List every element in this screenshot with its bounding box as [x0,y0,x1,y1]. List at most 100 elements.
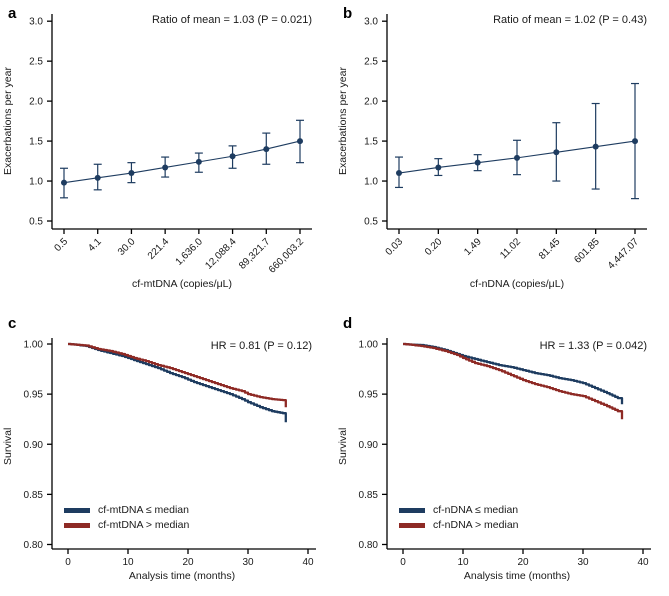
data-point [162,164,169,171]
x-tick-label: 40 [637,557,649,568]
y-tick-label: 0.90 [24,440,44,451]
panel-c: 0.80 0.85 0.90 0.95 1.00 0 10 20 30 40 c HR = 0.8… [0,298,334,596]
y-tick-label: 0.80 [359,540,379,551]
annotation-c: HR = 0.81 (P = 0.12) [210,340,312,352]
x-tick-label: 0.03 [384,236,406,258]
y-tick-label: 0.5 [364,217,378,228]
data-point [514,154,520,161]
y-axis-title-c: Survival [2,427,14,465]
y-tick-label: 0.85 [359,490,379,501]
km-curve-low-group [68,342,287,423]
y-tick-label: 1.0 [364,177,378,188]
annotation-a: Ratio of mean = 1.03 (P = 0.021) [151,14,312,26]
legend-label: cf-mtDNA > median [98,519,190,531]
y-axis-title-b: Exacerbations per year [337,67,349,176]
data-point [195,158,202,165]
x-tick-label: 0 [65,557,71,568]
error-bars [60,119,304,199]
y-tick-label: 1.00 [24,340,44,351]
y-axis-title-d: Survival [337,427,349,465]
plot-area-b: 0.5 1.0 1.5 2.0 2.5 3.0 0.03 0.20 1.49 11.02 81.45… [364,14,647,272]
x-axis: 0.5 4.1 30.0 221.4 1,636.012,088.489,321.766… [52,228,312,276]
data-point [435,164,442,171]
x-tick-label: 10 [122,557,134,568]
legend-label: cf-nDNA ≤ median [433,504,519,516]
x-tick-label: 601.85 [572,236,602,266]
x-tick-label: 30.0 [116,236,138,258]
data-point [396,170,402,177]
data-point [94,174,101,181]
panel-letter-a: a [8,5,17,22]
x-tick-label: 4.1 [86,236,104,254]
x-axis: 0.03 0.20 1.49 11.02 81.45 601.85 4,447.07 [384,228,647,272]
data-point [61,179,67,186]
legend-swatch-red [399,522,425,528]
x-tick-label: 30 [577,557,589,568]
data-point [474,159,481,166]
y-axis: 0.5 1.0 1.5 2.0 2.5 3.0 [29,14,53,229]
series-mean-line [63,140,301,184]
legend-item: cf-mtDNA ≤ median [64,504,189,516]
y-axis-title-a: Exacerbations per year [2,67,14,176]
x-axis-title-a: cf-mtDNA (copies/μL) [132,278,232,290]
x-tick-label: 40 [302,557,314,568]
x-tick-label: 30 [242,557,254,568]
x-tick-label: 20 [182,557,194,568]
data-point [553,149,560,156]
plot-area-c: 0.80 0.85 0.90 0.95 1.00 0 10 20 30 40 [24,338,316,568]
annotation-d: HR = 1.33 (P = 0.042) [539,340,647,352]
data-point [263,146,270,153]
y-axis: 0.80 0.85 0.90 0.95 1.00 [24,338,53,551]
legend-label: cf-nDNA > median [433,519,519,531]
panel-letter-d: d [343,315,353,332]
y-tick-label: 0.90 [359,440,379,451]
data-point [229,153,236,160]
y-tick-label: 1.00 [359,340,379,351]
y-tick-label: 2.0 [364,97,378,108]
x-axis: 0 10 20 30 40 [52,548,316,568]
x-tick-label: 0.20 [423,236,445,258]
x-tick-label: 4,447.07 [606,236,642,272]
panel-a: 0.5 1.0 1.5 2.0 2.5 3.0 0.5 4.1 30.0 221.4 1,636.0… [0,0,334,298]
data-point [632,138,638,145]
data-point [297,138,303,145]
error-bars [395,82,639,200]
x-axis: 0 10 20 30 40 [387,548,651,568]
panel-b: 0.5 1.0 1.5 2.0 2.5 3.0 0.03 0.20 1.49 11.02 81.45… [335,0,669,298]
legend-item: cf-nDNA ≤ median [399,504,519,516]
x-tick-label: 1.49 [462,236,484,258]
panel-d: 0.80 0.85 0.90 0.95 1.00 0 10 20 30 40 d HR = 1.3… [335,298,669,596]
x-tick-label: 11.02 [498,236,523,261]
plot-area-a: 0.5 1.0 1.5 2.0 2.5 3.0 0.5 4.1 30.0 221.4 1,636.0… [29,14,312,276]
legend-label: cf-mtDNA ≤ median [98,504,189,516]
panel-letter-b: b [343,5,353,22]
y-tick-label: 0.5 [29,217,43,228]
legend-swatch-navy [64,507,90,513]
y-tick-label: 0.80 [24,540,44,551]
data-point-markers [396,138,638,177]
x-tick-label: 81.45 [537,236,563,262]
legend-item: cf-mtDNA > median [64,519,189,531]
y-tick-label: 2.5 [29,57,43,68]
annotation-b: Ratio of mean = 1.02 (P = 0.43) [493,14,647,26]
x-tick-label: 1,636.0 [174,236,206,268]
x-axis-title-d: Analysis time (months) [463,570,571,582]
y-tick-label: 1.5 [364,137,378,148]
km-curve-high-group [403,342,624,420]
legend-item: cf-nDNA > median [399,519,519,531]
data-point [592,143,599,150]
y-tick-label: 0.85 [24,490,44,501]
x-tick-label: 221.4 [146,236,172,262]
y-tick-label: 0.95 [24,390,44,401]
legend-d: cf-nDNA ≤ median cf-nDNA > median [399,504,519,531]
x-tick-label: 660,003.2 [267,236,307,276]
panel-letter-c: c [8,315,17,332]
y-axis: 0.80 0.85 0.90 0.95 1.00 [359,338,388,551]
data-point [128,170,135,177]
legend-swatch-navy [399,507,425,513]
legend-c: cf-mtDNA ≤ median cf-mtDNA > median [64,504,189,531]
y-tick-label: 0.95 [359,390,379,401]
y-tick-label: 3.0 [29,17,43,28]
x-tick-label: 12,088.4 [203,236,239,272]
